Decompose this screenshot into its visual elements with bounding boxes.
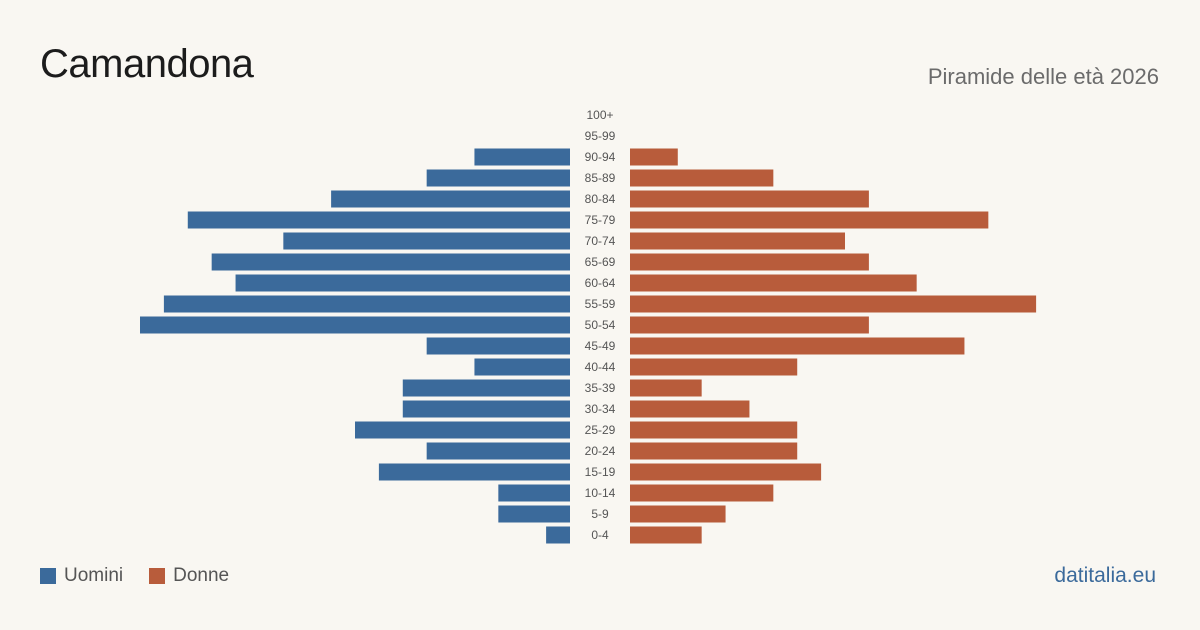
- bar-female-10-14: [630, 484, 774, 502]
- bar-male-0-4: [546, 526, 570, 544]
- bar-female-85-89: [630, 169, 774, 187]
- age-label-10-14: 10-14: [585, 486, 616, 500]
- bar-female-0-4: [630, 526, 702, 544]
- bar-female-65-69: [630, 253, 869, 271]
- age-label-20-24: 20-24: [585, 444, 616, 458]
- bar-male-75-79: [187, 211, 570, 229]
- bar-female-90-94: [630, 148, 678, 166]
- bar-male-5-9: [498, 505, 570, 523]
- population-pyramid: 100+ 95-99 90-94 85-89 80-84 75-79 70-74 65-69 6…: [140, 108, 1037, 544]
- bar-male-90-94: [474, 148, 570, 166]
- age-label-50-54: 50-54: [585, 318, 616, 332]
- site-link[interactable]: datitalia.eu: [1054, 564, 1156, 587]
- bar-male-50-54: [140, 316, 570, 334]
- bar-female-50-54: [630, 316, 869, 334]
- bar-female-30-34: [630, 400, 750, 418]
- bar-female-80-84: [630, 190, 869, 208]
- bar-male-40-44: [474, 358, 570, 376]
- age-label-15-19: 15-19: [585, 465, 616, 479]
- bar-female-35-39: [630, 379, 702, 397]
- age-label-100plus: 100+: [586, 108, 613, 122]
- age-label-65-69: 65-69: [585, 255, 616, 269]
- bar-female-20-24: [630, 442, 798, 460]
- age-label-80-84: 80-84: [585, 192, 616, 206]
- age-label-55-59: 55-59: [585, 297, 616, 311]
- bar-female-15-19: [630, 463, 822, 481]
- bar-male-15-19: [378, 463, 570, 481]
- legend: Uomini Donne: [40, 565, 255, 587]
- bar-female-60-64: [630, 274, 917, 292]
- chart-subtitle: Piramide delle età 2026: [927, 64, 1159, 89]
- bar-male-65-69: [211, 253, 570, 271]
- bar-male-45-49: [426, 337, 570, 355]
- age-label-30-34: 30-34: [585, 402, 616, 416]
- bar-male-35-39: [402, 379, 570, 397]
- age-label-40-44: 40-44: [585, 360, 616, 374]
- age-label-75-79: 75-79: [585, 213, 616, 227]
- legend-label-female: Donne: [173, 565, 230, 586]
- legend-swatch-male: [40, 568, 56, 584]
- legend-swatch-female: [149, 568, 166, 584]
- age-label-0-4: 0-4: [591, 528, 609, 542]
- age-label-85-89: 85-89: [585, 171, 616, 185]
- bar-female-40-44: [630, 358, 798, 376]
- bar-female-55-59: [630, 295, 1037, 313]
- age-label-5-9: 5-9: [591, 507, 609, 521]
- legend-label-male: Uomini: [64, 565, 124, 586]
- bar-male-25-29: [355, 421, 570, 439]
- bar-male-10-14: [498, 484, 570, 502]
- bar-male-55-59: [163, 295, 570, 313]
- bar-female-45-49: [630, 337, 965, 355]
- bar-male-60-64: [235, 274, 571, 292]
- bar-female-5-9: [630, 505, 726, 523]
- age-label-90-94: 90-94: [585, 150, 616, 164]
- age-label-25-29: 25-29: [585, 423, 616, 437]
- bar-male-70-74: [283, 232, 570, 250]
- chart-title: Camandona: [40, 42, 254, 86]
- legend-item-male: Uomini: [40, 565, 123, 587]
- bar-female-25-29: [630, 421, 798, 439]
- age-label-45-49: 45-49: [585, 339, 616, 353]
- bar-male-85-89: [426, 169, 570, 187]
- bar-male-80-84: [331, 190, 570, 208]
- age-label-35-39: 35-39: [585, 381, 616, 395]
- age-label-95-99: 95-99: [585, 129, 616, 143]
- bar-male-30-34: [402, 400, 570, 418]
- bar-male-20-24: [426, 442, 570, 460]
- age-label-60-64: 60-64: [585, 276, 616, 290]
- age-label-70-74: 70-74: [585, 234, 616, 248]
- bar-female-70-74: [630, 232, 845, 250]
- legend-item-female: Donne: [149, 565, 229, 587]
- bar-female-75-79: [630, 211, 989, 229]
